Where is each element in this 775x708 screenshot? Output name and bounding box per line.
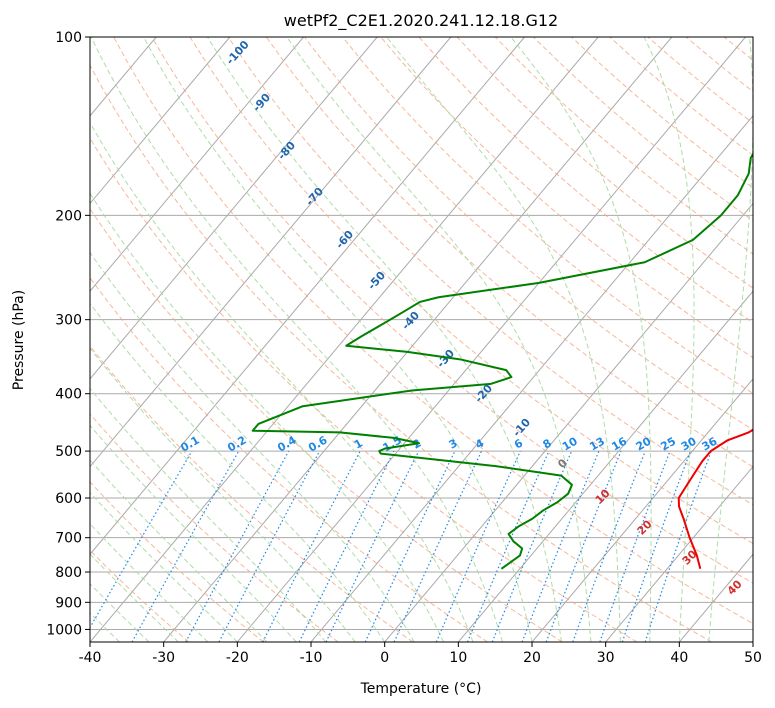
mixing-ratio-line [599,450,671,642]
moist-adiabat-line [386,37,621,642]
dry-adiabat-line [227,37,753,506]
moist-adiabat-line [90,192,445,642]
x-tick-label: -40 [79,650,102,666]
moist-adiabat-line [90,251,415,642]
moist-adiabats [90,37,753,642]
isotherm-line [236,37,746,642]
x-tick-label: 50 [744,650,762,666]
mixing-ratio-line [185,450,290,642]
moist-adiabat-line [90,553,179,642]
x-tick-label: 30 [597,650,615,666]
mixing-ratio-line [466,450,550,642]
isotherm-line [90,37,525,556]
sounding-profiles [251,152,753,570]
isotherm-line [90,37,304,292]
dry-adiabat-line [90,481,264,642]
mixing-ratio-line [262,450,361,642]
x-tick-label: 40 [670,650,688,666]
x-axis-ticks: -40 -30 -20 -10 0 10 20 30 40 50 [79,642,762,666]
moist-adiabat-line [90,347,356,642]
mixing-ratio-line [521,450,600,642]
mixing-ratio-line [621,450,692,642]
y-tick-label: 200 [55,208,82,224]
temperature-profile-line [677,428,753,570]
dry-adiabat-line [151,37,753,584]
x-tick-label: 0 [380,650,389,666]
isotherm-line [163,37,673,642]
dry-adiabat-line [342,37,753,394]
isotherm-line [531,378,753,642]
dry-adiabat-line [456,37,753,289]
moist-adiabat-line [90,424,297,642]
isotherm-line [90,37,231,205]
moist-adiabat-line [510,37,652,642]
x-tick-label: -20 [226,650,249,666]
moist-adiabat-line [90,459,268,642]
dry-adiabat-line [90,137,638,642]
x-tick-label: -30 [152,650,175,666]
y-tick-label: 300 [55,313,82,329]
plot-area: 0.1 0.2 0.4 0.6 1 1.5 2 3 4 6 8 10 13 16 20 25 30 36 -100… [90,37,753,642]
mixing-ratio-line [644,450,712,642]
x-tick-label: 10 [449,650,467,666]
plot-background [90,37,753,642]
y-tick-label: 400 [55,387,82,403]
dry-adiabat-line [90,413,339,642]
y-axis-label: Pressure (hPa) [11,290,27,390]
x-tick-label: -10 [300,650,323,666]
isotherm-line [90,37,452,468]
isotherm-line [90,37,378,380]
mixing-ratio-line [491,450,573,642]
dry-adiabat-line [90,64,712,642]
moist-adiabat-line [708,37,753,642]
mixing-ratio-line [298,450,395,642]
moist-adiabat-line [90,491,238,642]
y-tick-label: 500 [55,444,82,460]
dewpoint-profile-line [251,152,753,570]
mixing-ratio-line [131,450,240,642]
y-tick-label: 900 [55,595,82,611]
dry-adiabat-line [189,37,753,545]
y-tick-label: 800 [55,565,82,581]
mixing-ratio-line [218,450,321,642]
mixing-ratio-lines [90,450,712,642]
y-tick-label: 600 [55,491,82,507]
isotherm-line [457,290,753,642]
chart-title: wetPf2_C2E1.2020.241.12.18.G12 [284,11,558,31]
isotherm-line [384,202,753,642]
moist-adiabat-line [90,37,504,642]
dry-adiabat-line [90,276,488,642]
y-axis-ticks: 1000 900 800 700 600 500 400 300 200 100 [46,30,90,638]
y-tick-label: 1000 [46,622,82,638]
moist-adiabat-line [643,37,695,642]
x-axis-label: Temperature (°C) [360,681,482,697]
mixing-ratio-line [545,450,622,642]
moist-adiabat-line [90,121,474,642]
moist-adiabat-line [90,302,386,642]
moist-adiabat-line [143,37,533,642]
y-tick-label: 700 [55,531,82,547]
mixing-ratio-line [435,450,521,642]
plot-frame [89,36,754,643]
mixing-ratio-line [572,450,646,642]
y-tick-label: 100 [55,30,82,46]
x-tick-label: 20 [523,650,541,666]
isotherm-line [90,37,599,642]
dry-adiabat-line [90,207,563,642]
moist-adiabat-line [90,523,209,642]
moist-adiabat-line [207,37,562,642]
